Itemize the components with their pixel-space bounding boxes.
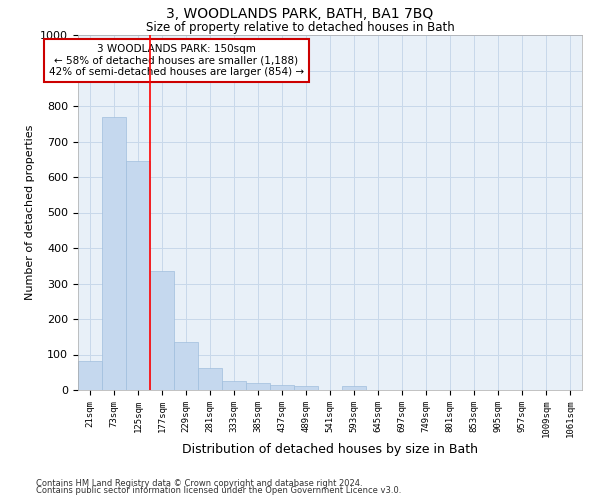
Bar xyxy=(174,342,198,390)
Bar xyxy=(294,386,318,390)
Bar xyxy=(102,116,126,390)
Text: Contains public sector information licensed under the Open Government Licence v3: Contains public sector information licen… xyxy=(36,486,401,495)
Bar xyxy=(150,271,174,390)
Bar xyxy=(198,368,222,390)
X-axis label: Distribution of detached houses by size in Bath: Distribution of detached houses by size … xyxy=(182,443,478,456)
Text: 3 WOODLANDS PARK: 150sqm
← 58% of detached houses are smaller (1,188)
42% of sem: 3 WOODLANDS PARK: 150sqm ← 58% of detach… xyxy=(49,44,304,77)
Text: Contains HM Land Registry data © Crown copyright and database right 2024.: Contains HM Land Registry data © Crown c… xyxy=(36,478,362,488)
Bar xyxy=(246,383,270,390)
Y-axis label: Number of detached properties: Number of detached properties xyxy=(25,125,35,300)
Bar xyxy=(270,386,294,390)
Bar xyxy=(222,381,246,390)
Bar xyxy=(342,386,366,390)
Text: 3, WOODLANDS PARK, BATH, BA1 7BQ: 3, WOODLANDS PARK, BATH, BA1 7BQ xyxy=(166,8,434,22)
Bar xyxy=(78,360,102,390)
Bar xyxy=(126,161,150,390)
Text: Size of property relative to detached houses in Bath: Size of property relative to detached ho… xyxy=(146,21,454,34)
